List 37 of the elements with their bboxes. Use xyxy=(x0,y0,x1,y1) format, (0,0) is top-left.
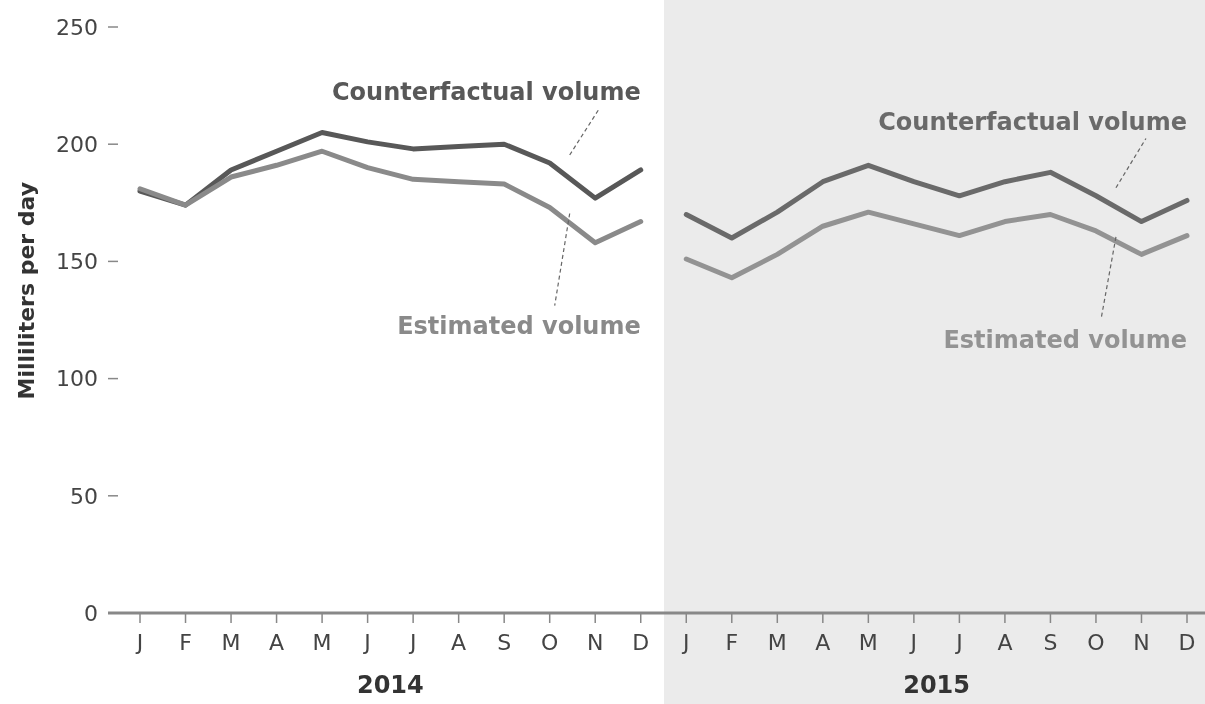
x-tick-label: A xyxy=(451,630,467,655)
x-tick-label: A xyxy=(269,630,285,655)
x-tick-label: N xyxy=(586,630,604,655)
x-tick-label: M xyxy=(312,630,332,655)
x-tick-label: M xyxy=(767,630,787,655)
x-tick-label: J xyxy=(681,630,690,655)
x-tick-label: D xyxy=(1178,630,1196,655)
x-tick-label: N xyxy=(1133,630,1150,655)
y-tick-label: 100 xyxy=(56,366,98,392)
y-tick-label: 250 xyxy=(56,14,98,40)
x-tick-label: A xyxy=(815,630,831,655)
y-axis-title: Milliliters per day xyxy=(14,181,39,400)
y-tick-label: 200 xyxy=(56,131,98,157)
x-tick-label: A xyxy=(997,630,1013,655)
x-tick-label: D xyxy=(632,630,650,655)
x-tick-label: J xyxy=(954,630,963,655)
text: 2015 xyxy=(903,671,971,699)
x-tick-label: F xyxy=(725,630,739,655)
x-tick-label: J xyxy=(134,630,144,655)
x-tick-label: J xyxy=(362,630,371,655)
x-tick-label: J xyxy=(407,630,417,655)
y-tick-label: 0 xyxy=(84,600,98,626)
y-tick-label: 50 xyxy=(70,483,98,509)
text: Estimated volume xyxy=(943,325,1187,354)
text: Estimated volume xyxy=(397,311,641,340)
x-tick-label: M xyxy=(221,630,241,655)
y-tick-label: 150 xyxy=(56,249,98,275)
series-label: Counterfactual volume xyxy=(878,108,1187,137)
x-tick-label: O xyxy=(541,630,559,655)
x-tick-label: M xyxy=(858,630,878,655)
x-tick-label: J xyxy=(908,630,918,655)
x-tick-label: F xyxy=(179,630,192,655)
x-tick-label: O xyxy=(1087,630,1105,655)
x-tick-label: S xyxy=(1043,630,1058,655)
series-label: Counterfactual volume xyxy=(331,77,641,106)
x-tick-label: S xyxy=(497,630,512,655)
text: 2014 xyxy=(356,671,424,699)
